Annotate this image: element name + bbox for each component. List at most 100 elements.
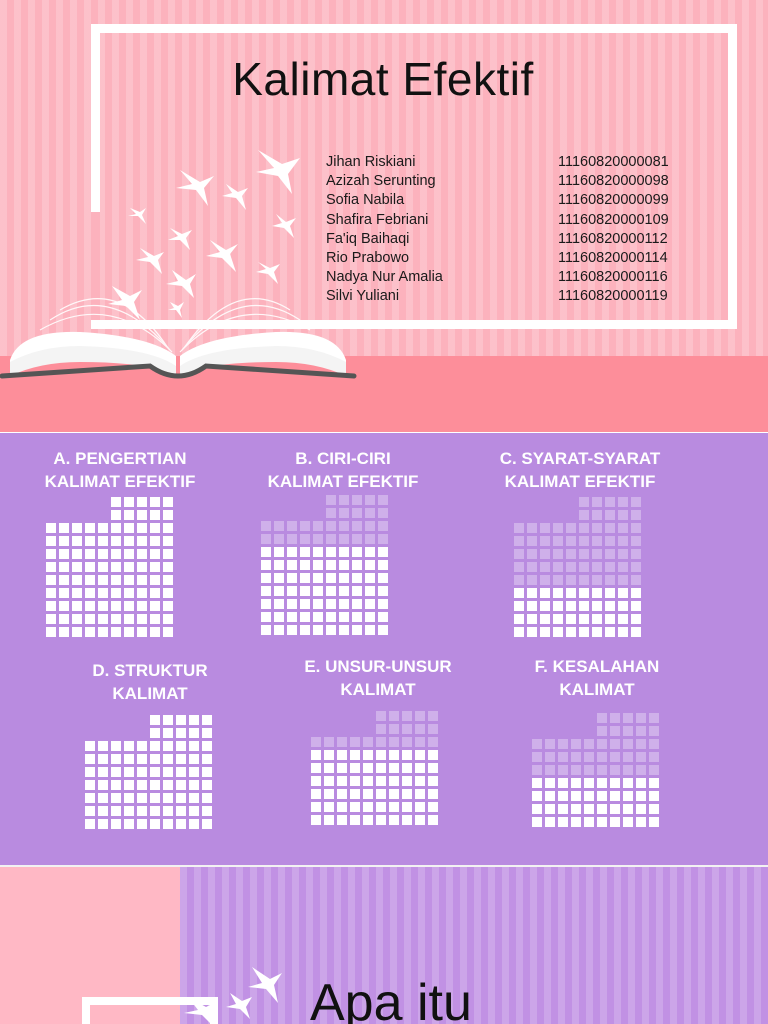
grid-square xyxy=(176,806,186,816)
grid-square xyxy=(532,817,542,827)
grid-square xyxy=(124,497,134,507)
grid-square xyxy=(636,817,646,827)
grid-square xyxy=(389,815,399,825)
grid-square xyxy=(313,573,323,583)
grid-square xyxy=(584,765,594,775)
grid-square xyxy=(605,510,615,520)
grid-square xyxy=(202,741,212,751)
grid-square xyxy=(261,534,271,544)
grid-square xyxy=(378,612,388,622)
grid-square xyxy=(274,560,284,570)
topic-d[interactable]: D. STRUKTUR KALIMAT xyxy=(40,659,260,705)
grid-square xyxy=(571,752,581,762)
grid-square xyxy=(352,534,362,544)
grid-square xyxy=(571,765,581,775)
grid-square xyxy=(137,601,147,611)
grid-square xyxy=(649,713,659,723)
grid-square xyxy=(287,586,297,596)
grid-square xyxy=(566,575,576,585)
grid-square xyxy=(46,601,56,611)
grid-square xyxy=(376,750,386,760)
grid-square xyxy=(610,739,620,749)
grid-square xyxy=(597,765,607,775)
grid-square xyxy=(274,612,284,622)
topic-f[interactable]: F. KESALAHAN KALIMAT xyxy=(487,655,707,701)
grid-square xyxy=(352,625,362,635)
grid-square xyxy=(618,497,628,507)
grid-square xyxy=(610,804,620,814)
topic-b[interactable]: B. CIRI-CIRI KALIMAT EFEKTIF xyxy=(233,447,453,493)
grid-square xyxy=(553,536,563,546)
grid-square xyxy=(326,625,336,635)
topic-line: E. UNSUR-UNSUR xyxy=(304,657,452,676)
grid-square xyxy=(261,612,271,622)
grid-square xyxy=(579,562,589,572)
grid-square xyxy=(631,588,641,598)
grid-square xyxy=(584,752,594,762)
grid-square xyxy=(584,804,594,814)
grid-square xyxy=(352,586,362,596)
grid-square xyxy=(378,495,388,505)
grid-square xyxy=(337,802,347,812)
grid-square xyxy=(98,575,108,585)
grid-square xyxy=(597,726,607,736)
grid-square xyxy=(584,778,594,788)
topic-line: KALIMAT xyxy=(112,684,188,703)
grid-square xyxy=(313,625,323,635)
grid-square xyxy=(98,767,108,777)
grid-square xyxy=(98,741,108,751)
grid-square xyxy=(300,612,310,622)
grid-square xyxy=(339,625,349,635)
grid-square xyxy=(339,495,349,505)
member-nim: 11160820000098 xyxy=(558,173,669,190)
grid-square xyxy=(540,575,550,585)
grid-square xyxy=(176,715,186,725)
grid-square xyxy=(163,754,173,764)
grid-square xyxy=(137,614,147,624)
grid-square xyxy=(378,547,388,557)
grid-square xyxy=(111,741,121,751)
grid-square xyxy=(571,739,581,749)
grid-square xyxy=(59,588,69,598)
slide-divider xyxy=(0,865,768,867)
grid-square xyxy=(287,625,297,635)
grid-square xyxy=(363,737,373,747)
topic-e[interactable]: E. UNSUR-UNSUR KALIMAT xyxy=(268,655,488,701)
grid-square xyxy=(150,780,160,790)
grid-square xyxy=(202,793,212,803)
grid-square xyxy=(545,752,555,762)
topic-line: C. SYARAT-SYARAT xyxy=(499,449,661,468)
grid-square xyxy=(311,789,321,799)
grid-square xyxy=(98,793,108,803)
grid-square xyxy=(376,711,386,721)
topic-a[interactable]: A. PENGERTIAN KALIMAT EFEKTIF xyxy=(10,447,230,493)
grid-square xyxy=(631,497,641,507)
grid-square xyxy=(365,599,375,609)
grid-square xyxy=(584,791,594,801)
topic-c[interactable]: C. SYARAT-SYARAT KALIMAT EFEKTIF xyxy=(470,447,690,493)
grid-square xyxy=(202,780,212,790)
grid-square xyxy=(98,549,108,559)
grid-square xyxy=(618,510,628,520)
grid-square xyxy=(514,562,524,572)
grid-square xyxy=(274,521,284,531)
grid-square xyxy=(532,739,542,749)
grid-square xyxy=(111,819,121,829)
grid-square xyxy=(261,599,271,609)
grid-square xyxy=(150,510,160,520)
grid-square xyxy=(163,523,173,533)
topic-d-grid-graphic xyxy=(85,715,215,832)
grid-square xyxy=(326,599,336,609)
member-row: Silvi Yuliani 11160820000119 xyxy=(326,288,686,307)
grid-square xyxy=(111,497,121,507)
grid-square xyxy=(540,588,550,598)
grid-square xyxy=(532,791,542,801)
grid-square xyxy=(592,588,602,598)
grid-square xyxy=(163,614,173,624)
grid-square xyxy=(631,510,641,520)
grid-square xyxy=(202,754,212,764)
grid-square xyxy=(584,817,594,827)
grid-square xyxy=(527,588,537,598)
grid-square xyxy=(514,575,524,585)
grid-square xyxy=(124,588,134,598)
